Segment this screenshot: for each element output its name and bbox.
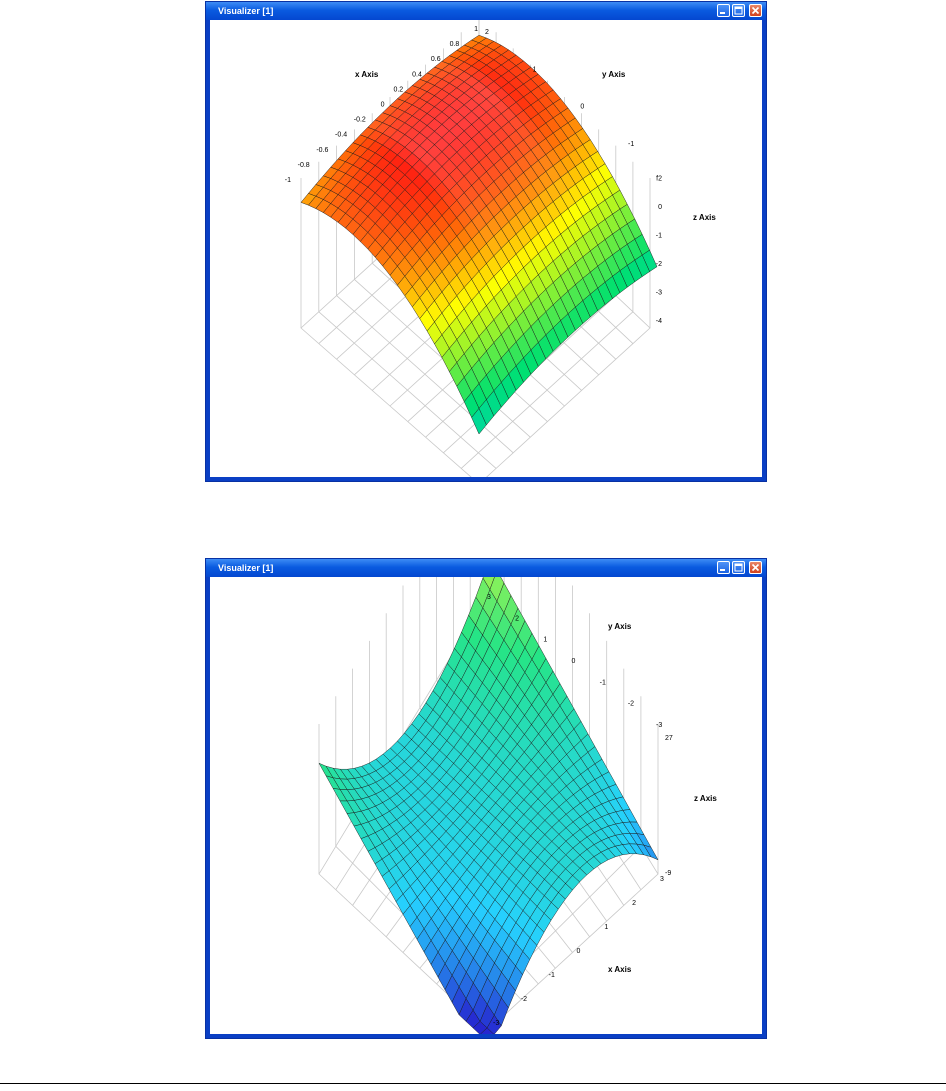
x-tick-label: -0.4 bbox=[335, 132, 347, 139]
x-tick-label: 0.4 bbox=[412, 71, 422, 78]
y-tick-label: -1 bbox=[600, 679, 606, 686]
x-tick-label: 2 bbox=[632, 900, 636, 907]
x-tick-label: 1 bbox=[474, 26, 478, 33]
z-tick-label: -9 bbox=[665, 870, 671, 877]
y-tick-label: 3 bbox=[487, 594, 491, 601]
x-tick-label: 0.2 bbox=[393, 86, 403, 93]
window-title: Visualizer [1] bbox=[218, 563, 274, 573]
y-tick-label: 2 bbox=[485, 29, 489, 36]
z-tick-label: 27 bbox=[665, 735, 673, 742]
y-tick-label: 1 bbox=[543, 637, 547, 644]
maximize-icon[interactable] bbox=[732, 4, 745, 17]
z-tick-label: -3 bbox=[656, 290, 662, 297]
y-tick-label: 0 bbox=[580, 104, 584, 111]
surface-cell bbox=[480, 1027, 494, 1034]
y-tick-label: 2 bbox=[515, 615, 519, 622]
y-tick-label: -3 bbox=[656, 722, 662, 729]
surface-plot: -1-0.8-0.6-0.4-0.200.20.40.60.81-1012-4-… bbox=[285, 20, 716, 477]
x-tick-label: -0.8 bbox=[298, 162, 310, 169]
x-tick-label: 0 bbox=[577, 948, 581, 955]
x-tick-label: -0.2 bbox=[354, 117, 366, 124]
surface-cell bbox=[643, 844, 659, 861]
plot-area: -1 -0.8 -0.6 -0.4 -0.2 0 0.2 0.4 0.6 0.8 1 -1 0 1 2 -4-… bbox=[210, 20, 762, 477]
z-axis-label: z Axis bbox=[694, 794, 717, 803]
x-tick-label: 3 bbox=[660, 876, 664, 883]
x-tick-label: -0.6 bbox=[316, 147, 328, 154]
surface-mesh bbox=[318, 577, 659, 1034]
minimize-icon[interactable] bbox=[717, 561, 730, 574]
close-icon[interactable] bbox=[749, 561, 762, 574]
window-title: Visualizer [1] bbox=[218, 6, 274, 16]
visualizer-window-2[interactable]: Visualizer [1] 3 2 1 0 -1 -2 -3 3 2 1 0 -1 -2 -3 27 -9 y… bbox=[205, 558, 767, 1039]
title-bar[interactable]: Visualizer [1] bbox=[206, 559, 766, 577]
surface-mesh bbox=[300, 34, 658, 435]
x-tick-label: 0.8 bbox=[450, 41, 460, 48]
y-axis-label: y Axis bbox=[608, 622, 632, 631]
minimize-icon[interactable] bbox=[717, 4, 730, 17]
y-tick-label: -2 bbox=[628, 701, 634, 708]
page-divider bbox=[0, 1083, 946, 1084]
x-tick-label: 0.6 bbox=[431, 56, 441, 63]
y-tick-label: 0 bbox=[572, 658, 576, 665]
x-tick-label: 1 bbox=[604, 924, 608, 931]
x-tick-label: -1 bbox=[549, 972, 555, 979]
maximize-icon[interactable] bbox=[732, 561, 745, 574]
z-tick-label: -4 bbox=[656, 318, 662, 325]
grid-line bbox=[460, 311, 634, 469]
plot-area: 3 2 1 0 -1 -2 -3 3 2 1 0 -1 -2 -3 27 -9 y Axis z Axis x Ax… bbox=[210, 577, 762, 1034]
x-tick-label: -2 bbox=[521, 996, 527, 1003]
y-tick-label: 1 bbox=[533, 66, 537, 73]
z-axis-label: z Axis bbox=[693, 213, 716, 222]
close-icon[interactable] bbox=[749, 4, 762, 17]
y-axis-label: y Axis bbox=[602, 70, 626, 79]
z-tick-label: 0 bbox=[658, 204, 662, 211]
surface-cell bbox=[471, 407, 487, 435]
x-axis-label: x Axis bbox=[355, 70, 379, 79]
z-tick-label: f2 bbox=[656, 176, 662, 183]
z-tick-label: -1 bbox=[656, 233, 662, 240]
x-tick-label: -1 bbox=[285, 177, 291, 184]
y-tick-label: -1 bbox=[628, 141, 634, 148]
x-tick-label: 0 bbox=[381, 102, 385, 109]
x-tick-label: -3 bbox=[493, 1020, 499, 1027]
z-tick-label: -2 bbox=[656, 261, 662, 268]
title-bar[interactable]: Visualizer [1] bbox=[206, 2, 766, 20]
visualizer-window-1[interactable]: Visualizer [1] -1 -0.8 -0.6 -0.4 -0.2 0 0.2 0.4… bbox=[205, 1, 767, 482]
x-axis-label: x Axis bbox=[608, 965, 632, 974]
